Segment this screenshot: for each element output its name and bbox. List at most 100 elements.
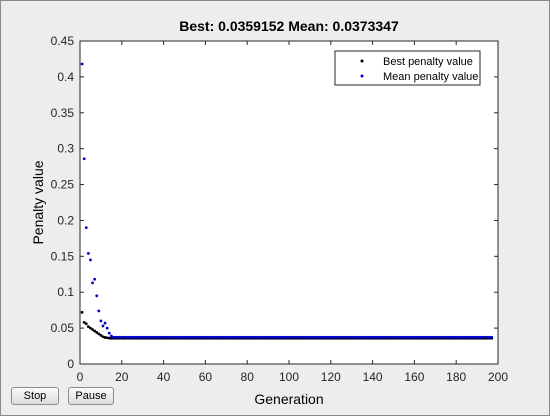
x-tick-label: 80 (241, 370, 255, 384)
data-point (216, 335, 220, 339)
x-tick-label: 140 (363, 370, 383, 384)
data-point (226, 335, 230, 339)
data-point (80, 62, 84, 66)
data-point (429, 335, 433, 339)
data-point (107, 331, 111, 335)
y-tick-label: 0 (67, 357, 74, 371)
data-point (427, 335, 431, 339)
data-point (306, 335, 310, 339)
data-point (364, 335, 368, 339)
data-point (214, 335, 218, 339)
data-point (390, 335, 393, 339)
y-tick-label: 0.1 (57, 285, 74, 299)
data-point (86, 325, 90, 329)
data-point (112, 335, 115, 339)
data-point (335, 335, 339, 339)
data-point (233, 335, 237, 339)
data-point (442, 335, 446, 339)
data-point (130, 335, 134, 339)
data-point (249, 335, 253, 339)
data-point (293, 335, 297, 339)
data-point (392, 335, 395, 339)
data-point (137, 335, 140, 339)
data-point (285, 335, 289, 339)
data-point (237, 335, 241, 339)
data-point (95, 294, 99, 298)
y-tick-label: 0.45 (51, 34, 75, 48)
data-point (149, 335, 153, 339)
data-point (277, 335, 280, 339)
data-point (258, 335, 262, 339)
series-mean (80, 62, 494, 339)
data-point (120, 335, 124, 339)
data-point (467, 335, 471, 339)
data-point (256, 335, 260, 339)
pause-button[interactable]: Pause (68, 387, 114, 405)
data-point (91, 281, 94, 285)
x-tick-label: 60 (199, 370, 213, 384)
data-point (348, 335, 352, 339)
data-point (176, 335, 180, 339)
data-point (329, 335, 333, 339)
data-point (404, 335, 408, 339)
data-point (398, 335, 402, 339)
data-point (145, 335, 149, 339)
data-point (199, 335, 203, 339)
x-axis-label: Generation (254, 391, 323, 407)
legend: Best penalty value Mean penalty value (334, 50, 481, 86)
data-point (245, 335, 249, 339)
data-point (268, 335, 272, 339)
y-tick-label: 0.35 (51, 106, 75, 120)
data-point (109, 334, 113, 338)
data-point (181, 335, 184, 339)
data-point (486, 335, 489, 339)
data-point (452, 335, 456, 339)
data-point (89, 258, 92, 262)
data-point (260, 335, 264, 339)
data-point (84, 322, 88, 326)
plot-area (79, 40, 499, 365)
data-point (266, 335, 270, 339)
data-point (172, 335, 176, 339)
data-point (333, 335, 337, 339)
data-point (118, 335, 122, 339)
data-point (406, 335, 410, 339)
data-point (308, 335, 312, 339)
data-point (229, 335, 232, 339)
data-point (318, 335, 322, 339)
data-point (450, 335, 454, 339)
x-tick-label: 120 (321, 370, 341, 384)
data-point (413, 335, 416, 339)
data-point (289, 335, 293, 339)
data-point (151, 335, 155, 339)
x-tick-label: 20 (115, 370, 129, 384)
data-point (458, 335, 462, 339)
data-point (379, 335, 383, 339)
data-point (341, 335, 345, 339)
data-point (316, 335, 320, 339)
data-point (141, 335, 145, 339)
data-point (473, 335, 477, 339)
data-point (82, 320, 86, 324)
data-point (475, 335, 479, 339)
data-point (400, 335, 404, 339)
stop-button[interactable]: Stop (11, 387, 59, 405)
data-point (481, 335, 485, 339)
data-point (99, 333, 103, 337)
data-point (423, 335, 427, 339)
data-point (235, 335, 239, 339)
data-point (394, 335, 397, 339)
data-point (193, 335, 197, 339)
data-point (358, 335, 362, 339)
data-point (337, 335, 341, 339)
data-point (396, 335, 400, 339)
data-point (373, 335, 377, 339)
data-point (109, 336, 113, 340)
data-point (471, 335, 475, 339)
data-point (477, 335, 481, 339)
data-point (454, 335, 458, 339)
data-point (461, 335, 464, 339)
data-point (95, 331, 99, 334)
